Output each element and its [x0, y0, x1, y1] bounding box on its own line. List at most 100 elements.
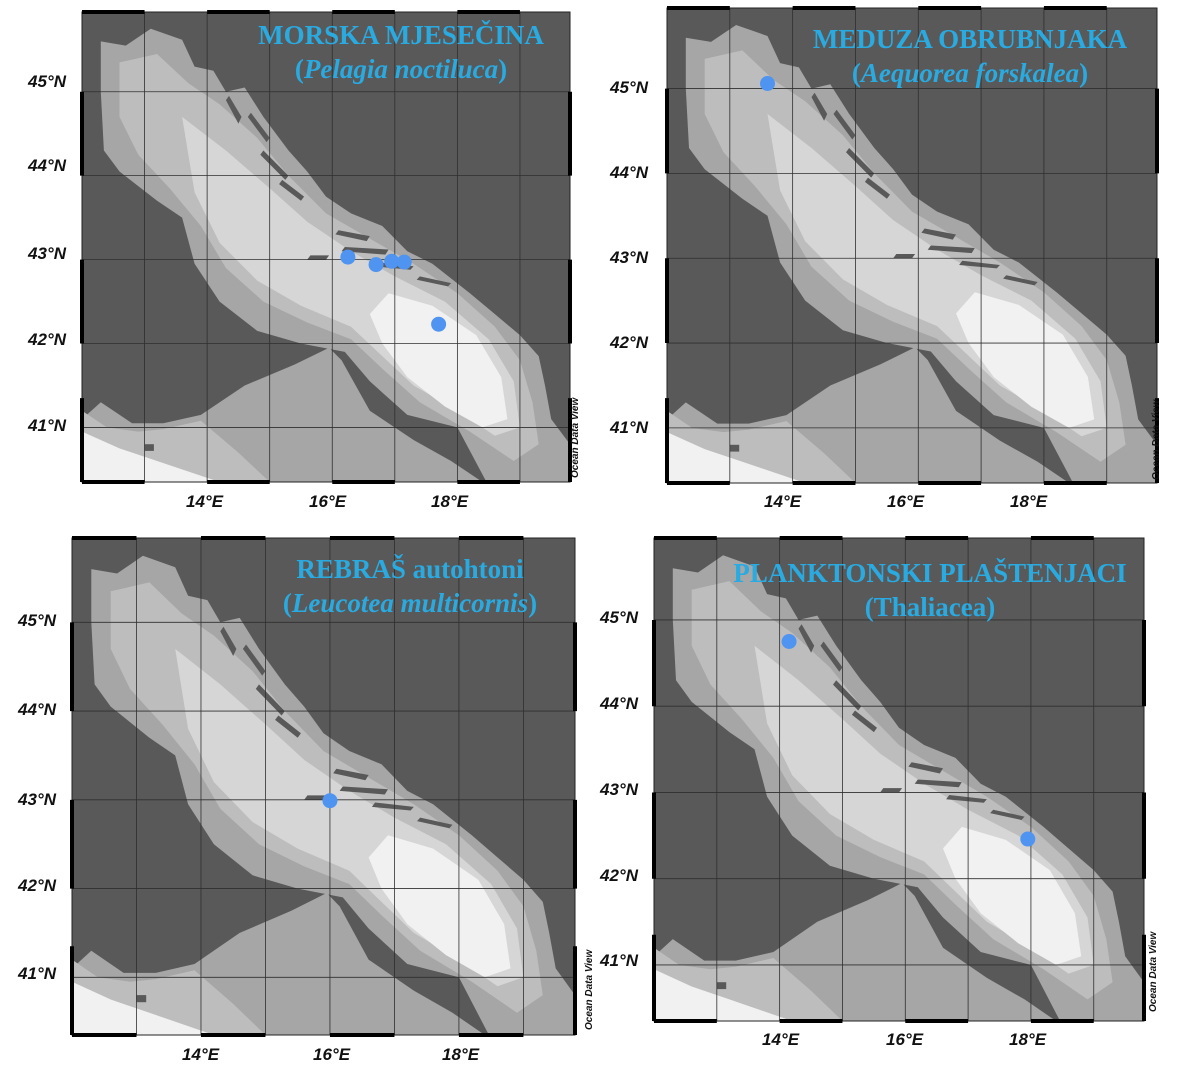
island-4	[921, 228, 956, 240]
island-9	[729, 444, 740, 452]
island-9	[144, 444, 154, 451]
map-panel-thaliacea: 45°N 44°N 43°N 42°N 41°N 14°E 16°E 18°E …	[600, 530, 1200, 1067]
bathymetry-layer	[654, 538, 1144, 1021]
island-3	[864, 177, 890, 199]
tyrrhenian-deep	[654, 969, 793, 1021]
ocean-data-view-credit: Ocean Data View	[1151, 399, 1162, 480]
island-8	[893, 254, 916, 259]
lat-label-45: 45°N	[28, 72, 66, 91]
island-4	[335, 230, 370, 242]
south-adriatic-pit	[956, 292, 1095, 428]
lon-label-18: 18°E	[1009, 1030, 1047, 1049]
island-3	[275, 715, 301, 738]
station-marker	[396, 254, 412, 270]
island-5	[341, 247, 389, 255]
title-common-name: PLANKTONSKI PLAŠTENJACI	[733, 558, 1127, 588]
title-scientific-name: (Aequorea forskalea)	[851, 58, 1089, 88]
island-8	[307, 255, 330, 260]
lon-label-14: 14°E	[764, 492, 802, 511]
map-leucotea	[70, 536, 577, 1037]
panel-title: MORSKA MJESEČINA (Pelagia noctiluca)	[236, 18, 566, 86]
island-5	[339, 786, 388, 795]
island-7	[416, 276, 452, 287]
island-8	[880, 788, 903, 793]
map-panel-pelagia: 45°N 44°N 43°N 42°N 41°N 14°E 16°E 18°E …	[0, 0, 600, 520]
lon-label-14: 14°E	[186, 492, 224, 511]
map-frame	[71, 537, 576, 1036]
tyrrhenian-deep	[667, 432, 806, 483]
lat-label-41: 41°N	[600, 951, 638, 970]
title-common-name: MEDUZA OBRUBNJAKA	[812, 24, 1128, 54]
tyrrhenian-deep	[72, 981, 214, 1035]
title-common-name: MORSKA MJESEČINA	[258, 20, 544, 50]
lat-label-44: 44°N	[18, 700, 56, 719]
island-0	[220, 626, 237, 656]
title-scientific-name: (Pelagia noctiluca)	[294, 54, 508, 84]
island-6	[959, 260, 1000, 269]
island-8	[304, 795, 327, 800]
map-thaliacea	[652, 536, 1146, 1023]
map-pelagia	[80, 10, 572, 484]
map-panel-leucotea: 45°N 44°N 43°N 42°N 41°N 14°E 16°E 18°E …	[0, 530, 600, 1067]
island-2	[260, 150, 289, 180]
station-marker	[322, 793, 338, 809]
island-2	[833, 680, 862, 711]
station-marker	[760, 75, 776, 91]
lat-label-42: 42°N	[600, 866, 638, 885]
station-marker	[384, 253, 400, 269]
island-1	[833, 109, 856, 140]
lat-label-44: 44°N	[28, 156, 66, 175]
island-2	[846, 148, 875, 178]
station-marker	[368, 257, 384, 273]
island-6	[946, 795, 987, 803]
island-7	[1003, 275, 1038, 286]
island-0	[798, 624, 815, 653]
island-1	[247, 112, 270, 143]
ocean-data-view-credit: Ocean Data View	[570, 397, 581, 478]
lon-label-14: 14°E	[182, 1045, 220, 1064]
island-3	[851, 710, 877, 733]
south-adriatic-pit	[368, 835, 511, 978]
panel-title: PLANKTONSKI PLAŠTENJACI (Thaliacea)	[710, 556, 1150, 624]
lat-label-43: 43°N	[28, 244, 66, 263]
lat-label-44: 44°N	[600, 694, 638, 713]
map-aequorea	[665, 6, 1159, 485]
ocean-data-view-credit: Ocean Data View	[584, 949, 595, 1030]
lat-label-45: 45°N	[610, 78, 648, 97]
lat-label-42: 42°N	[18, 876, 56, 895]
bathymetry-layer	[667, 8, 1157, 483]
lon-label-14: 14°E	[762, 1030, 800, 1049]
map-frame	[653, 537, 1145, 1022]
island-7	[417, 817, 453, 829]
island-1	[242, 644, 266, 676]
lat-label-42: 42°N	[610, 333, 648, 352]
island-3	[279, 179, 305, 201]
island-2	[255, 684, 285, 716]
island-6	[371, 802, 414, 811]
tyrrhenian-deep	[82, 431, 220, 482]
station-marker	[781, 634, 797, 649]
island-0	[811, 92, 828, 121]
island-5	[927, 245, 975, 254]
panel-title: REBRAŠ autohtoni (Leucotea multicornis)	[250, 552, 570, 620]
station-marker	[340, 249, 356, 265]
lat-label-42: 42°N	[28, 330, 66, 349]
lat-label-45: 45°N	[600, 608, 638, 627]
map-frame	[81, 11, 571, 483]
lat-label-41: 41°N	[18, 964, 56, 983]
title-scientific-name: (Thaliacea)	[864, 592, 996, 622]
lat-label-41: 41°N	[610, 418, 648, 437]
lat-label-41: 41°N	[28, 416, 66, 435]
island-4	[333, 768, 369, 781]
island-9	[136, 995, 147, 1003]
lon-label-18: 18°E	[1010, 492, 1048, 511]
map-panel-aequorea: 45°N 44°N 43°N 42°N 41°N 14°E 16°E 18°E …	[600, 0, 1200, 520]
ocean-data-view-credit: Ocean Data View	[1148, 931, 1159, 1012]
lon-label-16: 16°E	[887, 492, 925, 511]
lon-label-18: 18°E	[431, 492, 469, 511]
island-9	[716, 982, 727, 990]
lat-label-43: 43°N	[18, 790, 56, 809]
island-7	[990, 809, 1025, 820]
south-adriatic-pit	[369, 293, 508, 428]
island-1	[820, 641, 843, 672]
